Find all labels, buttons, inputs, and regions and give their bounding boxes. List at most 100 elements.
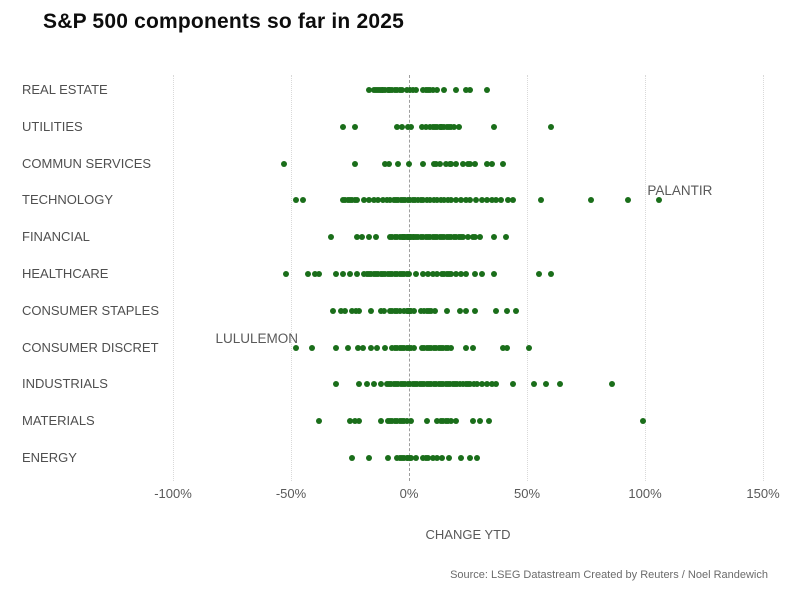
data-point xyxy=(509,381,516,388)
data-point xyxy=(387,197,394,204)
data-point xyxy=(467,160,474,167)
y-category-label: TECHNOLOGY xyxy=(22,192,114,208)
data-point xyxy=(472,307,479,314)
y-category-label: CONSUMER STAPLES xyxy=(22,302,160,318)
data-point xyxy=(453,271,460,277)
data-point xyxy=(385,160,392,167)
data-point xyxy=(503,344,510,351)
data-point xyxy=(410,344,417,351)
data-point xyxy=(292,197,299,204)
data-point xyxy=(430,197,437,204)
data-point xyxy=(472,271,479,277)
gridline xyxy=(645,75,646,481)
data-point xyxy=(365,87,372,93)
gridline xyxy=(291,75,292,481)
x-tick-label: -50% xyxy=(275,486,307,501)
data-point xyxy=(365,455,372,461)
data-point xyxy=(469,418,476,425)
data-point xyxy=(488,160,495,167)
data-point xyxy=(380,197,387,204)
x-axis-title: CHANGE YTD xyxy=(425,527,511,542)
data-point xyxy=(535,271,542,277)
data-point xyxy=(358,234,365,241)
data-point xyxy=(434,197,441,204)
data-point xyxy=(434,271,441,277)
data-point xyxy=(396,307,403,314)
data-point xyxy=(467,381,474,388)
data-point xyxy=(420,271,427,277)
data-point xyxy=(467,87,474,93)
data-point xyxy=(316,418,323,425)
data-point xyxy=(460,160,467,167)
data-point xyxy=(538,197,545,204)
data-point xyxy=(431,307,438,314)
data-point xyxy=(413,455,420,461)
data-point xyxy=(394,123,401,130)
data-point xyxy=(436,160,443,167)
data-point xyxy=(444,344,451,351)
data-point xyxy=(349,307,356,314)
data-point xyxy=(453,197,460,204)
data-point xyxy=(283,271,290,277)
data-point xyxy=(406,160,412,167)
data-point xyxy=(587,197,594,204)
data-point xyxy=(384,455,391,461)
data-point xyxy=(505,197,512,204)
data-point xyxy=(526,344,533,351)
data-point xyxy=(309,344,316,351)
data-point xyxy=(347,271,353,277)
data-point xyxy=(347,418,353,425)
data-point xyxy=(377,418,384,425)
data-point xyxy=(403,418,410,425)
data-point xyxy=(462,87,469,93)
data-point xyxy=(465,234,471,241)
data-point xyxy=(500,160,507,167)
data-point xyxy=(351,160,358,167)
data-point xyxy=(442,160,449,167)
data-point xyxy=(409,87,416,93)
data-point xyxy=(531,381,538,388)
data-point xyxy=(408,123,415,130)
x-tick-label: -100% xyxy=(154,486,192,501)
data-point xyxy=(383,197,390,204)
data-point xyxy=(429,271,436,277)
data-point xyxy=(304,271,311,277)
data-point xyxy=(377,307,384,314)
data-point xyxy=(382,160,389,167)
data-point xyxy=(395,160,402,167)
data-point xyxy=(342,307,349,314)
data-point xyxy=(434,418,441,425)
data-point xyxy=(498,197,505,204)
data-point xyxy=(448,271,455,277)
data-point xyxy=(355,344,362,351)
data-point xyxy=(441,197,448,204)
data-point xyxy=(434,455,441,461)
data-point xyxy=(441,87,448,93)
data-point xyxy=(381,307,388,314)
data-point xyxy=(474,455,481,461)
data-point xyxy=(479,381,486,388)
data-point xyxy=(444,197,451,204)
data-point xyxy=(363,381,370,388)
y-category-label: CONSUMER DISCRET xyxy=(22,339,159,355)
x-tick-label: 150% xyxy=(746,486,780,501)
data-point xyxy=(382,344,389,351)
y-category-label: MATERIALS xyxy=(22,413,95,429)
data-point xyxy=(474,381,481,388)
data-point xyxy=(483,160,490,167)
y-category-label: FINANCIAL xyxy=(22,229,90,245)
data-point xyxy=(370,381,377,388)
data-point xyxy=(457,271,464,277)
data-point xyxy=(422,123,429,130)
data-point xyxy=(280,160,287,167)
data-point xyxy=(413,271,420,277)
data-point xyxy=(398,87,405,93)
data-point xyxy=(344,344,351,351)
data-point xyxy=(453,418,460,425)
data-point xyxy=(316,271,323,277)
data-point xyxy=(443,307,450,314)
data-point xyxy=(608,381,615,388)
data-point xyxy=(420,160,427,167)
data-point xyxy=(299,197,306,204)
